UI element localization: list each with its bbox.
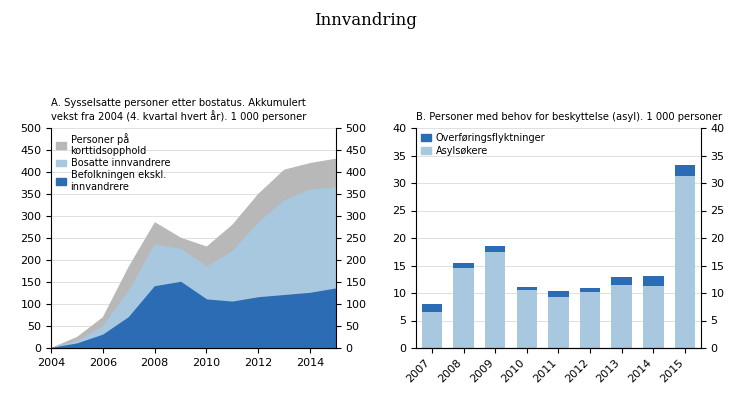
Text: B. Personer med behov for beskyttelse (asyl). 1 000 personer: B. Personer med behov for beskyttelse (a… [416,112,722,122]
Bar [580,288,600,292]
Bar [548,297,569,348]
Legend: Overføringsflyktninger, Asylsøkere: Overføringsflyktninger, Asylsøkere [421,133,545,156]
Legend: Personer på
korttidsopphold, Bosatte innvandrere, Befolkningen ekskl.
innvandrer: Personer på korttidsopphold, Bosatte inn… [56,133,170,192]
Bar [643,276,664,286]
Bar [453,268,474,348]
Bar [485,252,505,348]
Text: Innvandring: Innvandring [314,12,416,29]
Bar [453,263,474,268]
Text: A. Sysselsatte personer etter bostatus. Akkumulert
vekst fra 2004 (4. kvartal hv: A. Sysselsatte personer etter bostatus. … [51,98,307,122]
Bar [548,291,569,297]
Bar [612,285,632,348]
Bar [422,312,442,348]
Bar [517,290,537,348]
Bar [485,246,505,252]
Bar [675,176,695,348]
Bar [643,286,664,348]
Bar [612,276,632,285]
Bar [517,287,537,290]
Bar [675,166,695,176]
Bar [422,304,442,312]
Bar [580,292,600,348]
